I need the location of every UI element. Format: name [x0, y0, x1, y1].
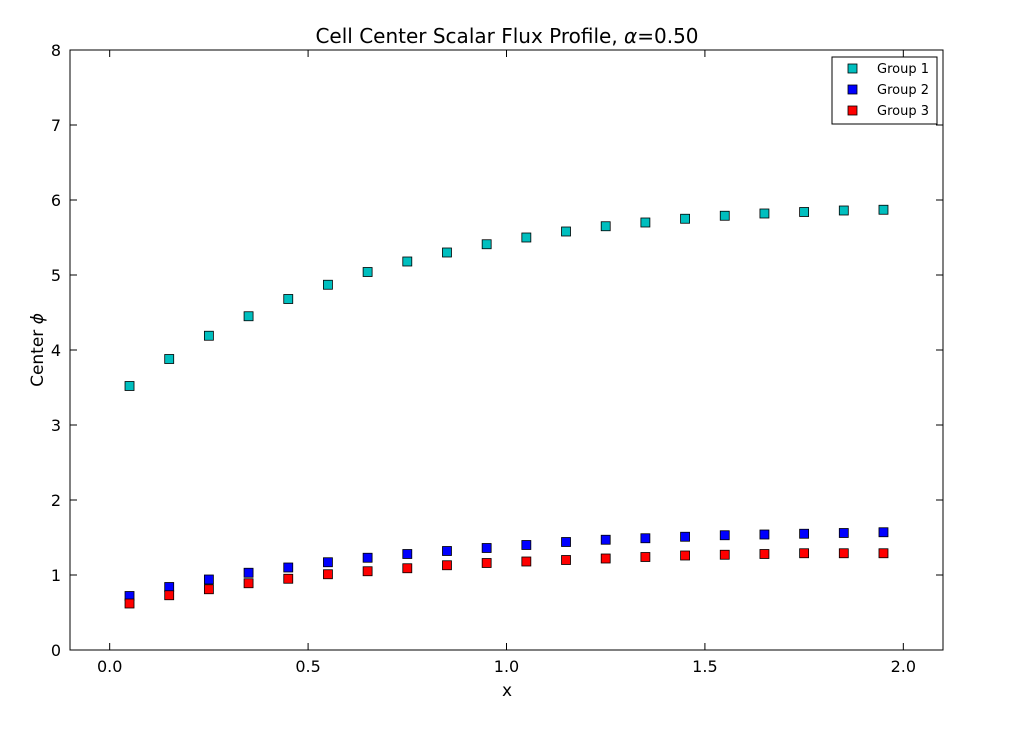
- x-tick-label: 0.5: [295, 657, 320, 676]
- data-point-group-1: [561, 226, 571, 237]
- data-point-group-1: [362, 267, 373, 277]
- data-point-group-1: [640, 217, 651, 228]
- data-point-group-2: [243, 567, 254, 578]
- y-tick-label: 1: [51, 566, 61, 585]
- data-point-group-1: [680, 213, 690, 224]
- data-point-group-3: [243, 578, 254, 589]
- data-point-group-2: [442, 546, 452, 556]
- y-tick-label: 3: [51, 416, 61, 435]
- legend: Group 1 Group 2 Group 3: [831, 56, 938, 125]
- x-axis-ticks: 0.0 0.5 1.0 1.5 2.0: [97, 50, 916, 676]
- data-point-group-2: [799, 528, 810, 539]
- series-group-3: [124, 548, 889, 609]
- x-axis-label: x: [502, 681, 512, 701]
- data-point-group-2: [362, 552, 373, 563]
- data-point-group-3: [521, 556, 532, 567]
- data-point-group-1: [481, 239, 492, 250]
- data-point-group-3: [561, 555, 571, 565]
- data-point-group-3: [164, 590, 175, 601]
- legend-entry-group-3: Group 3: [847, 104, 929, 119]
- data-point-group-2: [759, 529, 770, 540]
- data-point-group-2: [680, 531, 690, 542]
- data-point-group-2: [164, 582, 175, 592]
- data-point-group-1: [521, 232, 532, 243]
- data-point-group-3: [640, 552, 651, 562]
- data-point-group-3: [878, 548, 889, 559]
- legend-label-group-1: Group 1: [877, 62, 929, 77]
- data-point-group-2: [600, 534, 611, 545]
- data-point-group-3: [719, 549, 730, 560]
- data-point-group-1: [164, 354, 175, 364]
- y-axis-ticks: 0 1 2 3 4 5 6 7 8: [51, 41, 943, 660]
- data-point-group-3: [838, 548, 849, 559]
- data-point-group-1: [600, 221, 611, 232]
- data-point-group-1: [878, 204, 889, 215]
- data-point-group-3: [402, 563, 413, 574]
- data-point-group-3: [481, 558, 492, 568]
- data-point-group-3: [203, 584, 214, 595]
- data-point-group-1: [323, 279, 333, 290]
- data-point-group-3: [680, 550, 690, 561]
- series-group-2: [124, 527, 889, 601]
- data-point-group-2: [402, 549, 413, 559]
- legend-marker-group-1: [847, 63, 858, 74]
- legend-marker-group-3: [847, 105, 858, 116]
- data-point-group-3: [442, 560, 452, 571]
- data-point-group-1: [402, 256, 413, 267]
- y-tick-label: 6: [51, 191, 61, 210]
- y-tick-label: 8: [51, 41, 61, 60]
- data-point-group-3: [124, 598, 135, 609]
- data-point-group-2: [640, 533, 651, 544]
- legend-entry-group-2: Group 2: [847, 83, 929, 98]
- data-point-group-3: [323, 569, 333, 580]
- data-point-group-2: [719, 530, 730, 541]
- data-point-group-3: [799, 548, 810, 559]
- x-tick-label: 1.0: [494, 657, 519, 676]
- data-points: [124, 204, 889, 609]
- data-point-group-1: [759, 208, 770, 219]
- legend-label-group-3: Group 3: [877, 104, 929, 119]
- x-tick-label: 0.0: [97, 657, 122, 676]
- legend-label-group-2: Group 2: [877, 83, 929, 98]
- data-point-group-2: [323, 557, 333, 568]
- y-tick-label: 5: [51, 266, 61, 285]
- y-tick-label: 7: [51, 116, 61, 135]
- data-point-group-3: [283, 573, 294, 584]
- data-point-group-1: [799, 207, 810, 217]
- data-point-group-2: [481, 543, 492, 553]
- data-point-group-2: [838, 528, 849, 538]
- data-point-group-3: [759, 549, 770, 559]
- y-tick-label: 0: [51, 641, 61, 660]
- x-tick-label: 1.5: [692, 657, 717, 676]
- data-point-group-1: [838, 205, 849, 216]
- legend-entry-group-1: Group 1: [847, 62, 929, 77]
- data-point-group-1: [283, 294, 294, 304]
- data-point-group-2: [283, 562, 294, 573]
- data-point-group-3: [600, 553, 611, 564]
- y-tick-label: 2: [51, 491, 61, 510]
- plot-frame: [69, 49, 944, 651]
- data-point-group-1: [124, 381, 135, 391]
- chart-title: Cell Center Scalar Flux Profile, α=0.50: [315, 24, 698, 48]
- y-axis-label: Center ϕ: [28, 313, 48, 387]
- data-point-group-2: [521, 540, 532, 550]
- data-point-group-3: [362, 566, 373, 577]
- data-point-group-2: [878, 527, 889, 538]
- series-group-1: [124, 204, 889, 391]
- y-tick-label: 4: [51, 341, 61, 360]
- data-point-group-2: [561, 537, 571, 547]
- legend-marker-group-2: [847, 84, 858, 95]
- x-tick-label: 2.0: [891, 657, 916, 676]
- data-point-group-1: [243, 311, 254, 322]
- data-point-group-1: [203, 330, 214, 341]
- data-point-group-1: [442, 247, 452, 258]
- data-point-group-1: [719, 210, 730, 221]
- data-point-group-2: [203, 574, 214, 585]
